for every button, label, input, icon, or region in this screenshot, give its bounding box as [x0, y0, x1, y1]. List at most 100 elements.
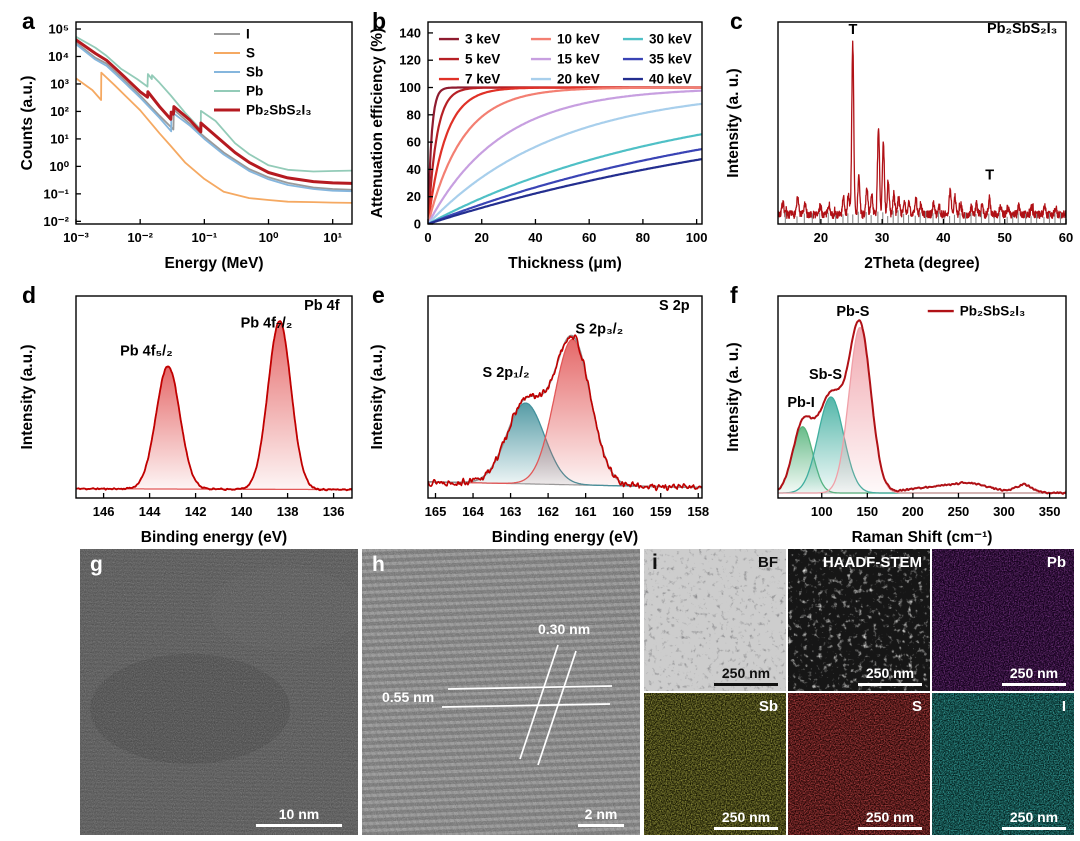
scale-bar-bf: 250 nm	[714, 665, 778, 686]
x-tick-label: 10⁻²	[127, 230, 153, 245]
hrtem-image-h: h 0.30 nm 0.55 nm 2 nm	[362, 549, 640, 835]
y-tick-label: 10⁻²	[43, 214, 69, 229]
x-tick-label: 350	[1039, 504, 1061, 519]
s-element-map	[788, 693, 930, 835]
x-tick-label: 162	[537, 504, 559, 519]
lattice-spacing-055: 0.55 nm	[382, 689, 435, 705]
legend-label: 5 keV	[465, 52, 500, 67]
scale-bar-label: 250 nm	[721, 809, 771, 825]
x-axis-label: Thickness (μm)	[508, 255, 622, 272]
legend-label: S	[246, 46, 255, 61]
scale-bar-g: 10 nm	[256, 806, 342, 827]
sb-element-map	[644, 693, 786, 835]
scale-bar-s: 250 nm	[858, 809, 922, 830]
x-axis-label: Raman Shift (cm⁻¹)	[852, 529, 993, 546]
x-tick-label: 100	[686, 230, 708, 245]
scale-bar-label: 2 nm	[584, 806, 618, 822]
x-tick-label: 144	[139, 504, 161, 519]
annotation: Pb-I	[787, 395, 814, 411]
x-tick-label: 163	[500, 504, 522, 519]
annotation: S 2p₁/₂	[483, 365, 530, 381]
annotation: Pb₂SbS₂I₃	[987, 21, 1057, 37]
y-tick-label: 20	[407, 189, 421, 204]
x-axis-label: 2Theta (degree)	[864, 255, 979, 272]
annotation: T	[848, 22, 857, 38]
y-tick-label: 0	[414, 217, 421, 232]
x-tick-label: 164	[462, 504, 484, 519]
y-tick-label: 120	[399, 53, 421, 68]
scale-bar-line	[714, 683, 778, 686]
scale-bar-line	[1002, 827, 1066, 830]
x-axis-label: Energy (MeV)	[164, 255, 263, 272]
x-axis-label: Binding energy (eV)	[492, 529, 638, 546]
panel-letter-a: a	[22, 8, 35, 34]
annotation: S 2p₃/₂	[575, 321, 623, 337]
legend-label: 15 keV	[557, 52, 600, 67]
x-tick-label: 30	[875, 230, 889, 245]
legend-label: Pb	[246, 84, 263, 99]
x-tick-label: 20	[814, 230, 828, 245]
annotation: Pb 4f₅/₂	[120, 344, 173, 360]
x-tick-label: 136	[323, 504, 345, 519]
x-tick-label: 10¹	[323, 230, 342, 245]
scale-bar-line	[858, 827, 922, 830]
stem-map-tile-sb: Sb 250 nm	[644, 693, 786, 835]
x-tick-label: 60	[1059, 230, 1073, 245]
legend-label: Sb	[246, 65, 263, 80]
chart-xps-s2p: 165 164 163 162 161 160 159 158 Binding energy (…	[369, 295, 709, 546]
tile-label-haadf-stem: HAADF-STEM	[822, 554, 922, 571]
lattice-spacing-lines	[441, 644, 613, 766]
y-axis-label: Attenuation efficiency (%)	[369, 28, 386, 218]
chart-xray-counts: 10⁻³ 10⁻² 10⁻¹ 10⁰ 10¹10⁻²10⁻¹10⁰10¹10²10³10…	[19, 21, 353, 272]
scale-bar-line	[714, 827, 778, 830]
y-tick-label: 10⁴	[48, 49, 69, 64]
legend-label: I	[246, 27, 250, 42]
i-element-map	[932, 693, 1074, 835]
y-axis-label: Intensity (a. u.)	[725, 68, 742, 177]
x-tick-label: 161	[575, 504, 597, 519]
panel-letter-i: i	[652, 551, 658, 574]
stem-map-tile-haadf: HAADF-STEM 250 nm	[788, 549, 930, 691]
x-tick-label: 40	[528, 230, 542, 245]
x-tick-label: 165	[425, 504, 447, 519]
scale-bar-line	[1002, 683, 1066, 686]
lattice-spacing-030: 0.30 nm	[538, 621, 591, 637]
panel-letter-e: e	[372, 282, 385, 308]
chart-raman-spectrum: 100 150 200 250 300 350 Raman Shift (cm⁻¹) Inte…	[725, 295, 1067, 546]
tile-label-bf: BF	[758, 554, 778, 571]
y-axis-label: Intensity (a. u.)	[725, 342, 742, 451]
annotation: S 2p	[659, 298, 690, 314]
y-tick-label: 10³	[50, 76, 69, 91]
pb-element-map	[932, 549, 1074, 691]
hrtem-texture	[362, 549, 640, 835]
tile-label-s: S	[911, 698, 922, 715]
panel-letter-b: b	[372, 8, 387, 34]
legend-label: 35 keV	[649, 52, 692, 67]
y-axis-label: Counts (a.u.)	[19, 76, 36, 171]
scale-bar-label: 250 nm	[865, 665, 915, 681]
x-tick-label: 40	[936, 230, 950, 245]
y-tick-label: 10²	[50, 104, 69, 119]
annotation: T	[985, 168, 994, 184]
panel-letter-g: g	[90, 553, 103, 576]
y-tick-label: 100	[399, 80, 421, 95]
y-tick-label: 40	[407, 162, 421, 177]
y-axis-label: Intensity (a.u.)	[369, 344, 386, 449]
legend-label: 3 keV	[465, 32, 500, 47]
tile-label-sb: Sb	[758, 698, 778, 715]
x-axis-label: Binding energy (eV)	[141, 529, 287, 546]
chart-attenuation-efficiency: 0 20 40 60 80 100 0 20 40 60 80 100 120 140 Thickness …	[369, 21, 708, 272]
panel-letter-h: h	[372, 553, 385, 576]
y-axis-label: Intensity (a.u.)	[19, 344, 36, 449]
x-tick-label: 80	[636, 230, 650, 245]
y-tick-label: 10⁰	[49, 159, 69, 174]
x-tick-label: 50	[997, 230, 1011, 245]
legend-label: 20 keV	[557, 72, 600, 87]
x-tick-label: 60	[582, 230, 596, 245]
scale-bar-label: 250 nm	[1009, 809, 1059, 825]
chart-xrd-pattern: 20 30 40 50 60 2Theta (degree) Intensity (a. u…	[725, 21, 1073, 272]
annotation: Sb-S	[809, 367, 842, 383]
scale-bar-haadf: 250 nm	[858, 665, 922, 686]
x-tick-label: 300	[993, 504, 1015, 519]
